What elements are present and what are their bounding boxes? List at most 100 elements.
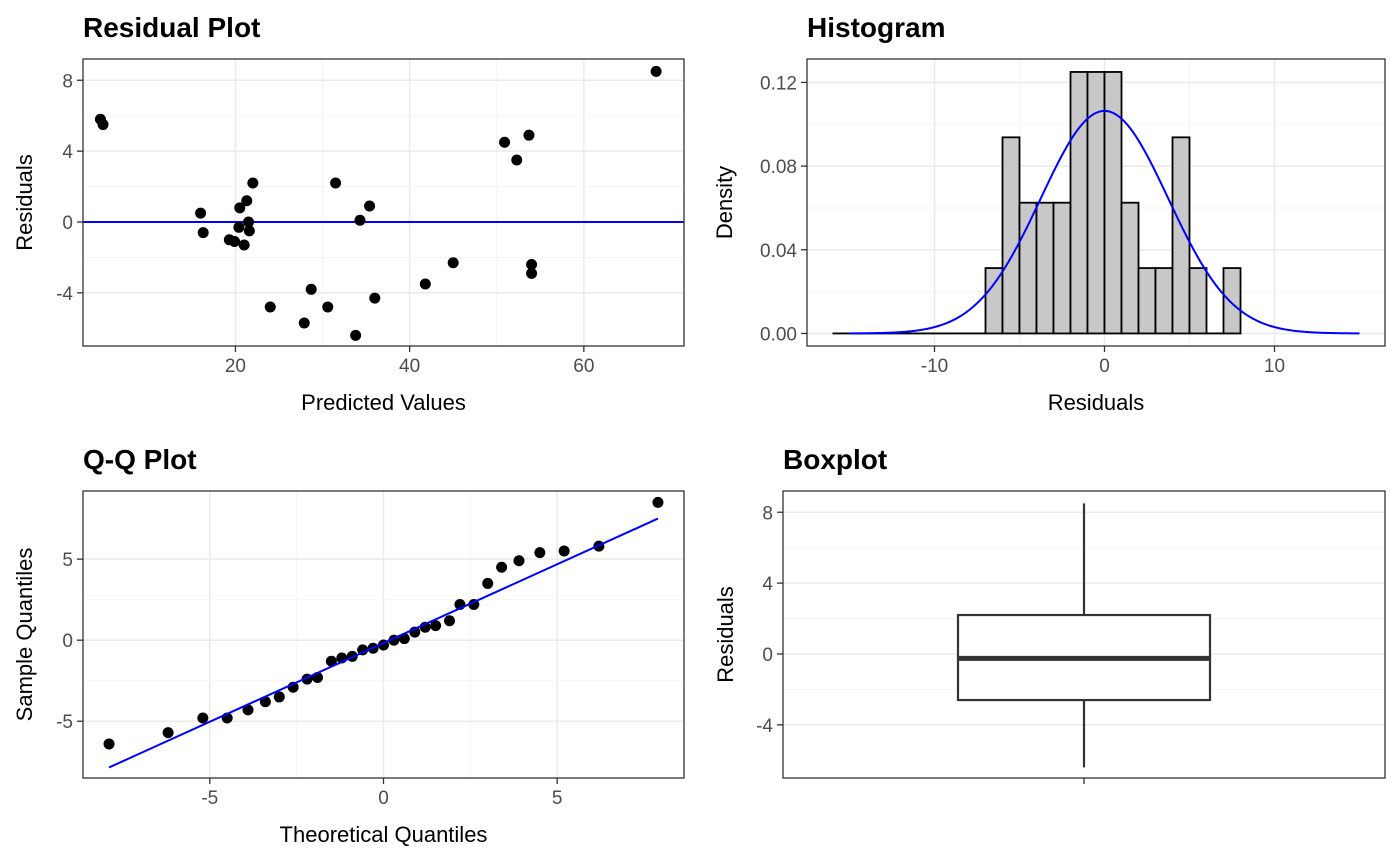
histogram-marks [832, 71, 1360, 335]
qq-plot-x-label: Theoretical Quantiles [280, 822, 488, 847]
residual-point [233, 221, 245, 233]
qq-point [273, 691, 285, 703]
qq-plot-y-label: Sample Quantiles [12, 548, 37, 722]
chart-2-y-tick-label: -5 [56, 712, 73, 733]
chart-0-x-tick-label: 40 [399, 356, 420, 377]
chart-0-x-tick-label: 60 [573, 356, 594, 377]
chart-1-x-tick-label: 10 [1264, 356, 1285, 377]
residual-point [526, 259, 538, 271]
qq-point [652, 496, 664, 508]
histogram-bar [1018, 201, 1038, 335]
residual-point [238, 239, 250, 251]
qq-point [162, 727, 174, 739]
qq-point [242, 704, 254, 716]
histogram-bar [1120, 201, 1140, 335]
residual-point [419, 278, 431, 290]
qq-point [444, 615, 456, 627]
residual-point [523, 129, 535, 141]
residual-point [511, 154, 523, 166]
normal-density-curve [849, 109, 1360, 335]
qq-plot-marks [103, 496, 664, 769]
residual-point [229, 235, 241, 247]
qq-point [482, 577, 494, 589]
histogram-bar [1188, 267, 1208, 335]
residual-point [195, 207, 207, 219]
chart-2-x-tick-label: 5 [552, 788, 563, 809]
qq-point [430, 620, 442, 632]
qq-point [259, 696, 271, 708]
histogram-bar [984, 267, 1004, 335]
residual-point [242, 216, 254, 228]
histogram-title: Histogram [807, 12, 945, 43]
chart-0-y-tick-label: -4 [56, 284, 73, 305]
chart-3-y-tick-label: 0 [762, 645, 773, 666]
qq-reference-line [108, 517, 659, 769]
histogram-bar [1035, 201, 1055, 335]
qq-point [558, 545, 570, 557]
chart-1-y-tick-label: 0.12 [760, 73, 797, 94]
residual-plot-x-label: Predicted Values [301, 390, 466, 415]
residual-plot-title: Residual Plot [83, 12, 260, 43]
chart-3-y-tick-label: -4 [756, 716, 773, 737]
residual-point [197, 227, 209, 239]
histogram-ticks: -10 0 10 0.00 0.04 0.08 0.12 [760, 73, 1285, 377]
qq-point [496, 561, 508, 573]
qq-point [197, 712, 209, 724]
histogram-x-label: Residuals [1048, 390, 1145, 415]
residual-point [322, 301, 334, 313]
residual-point [305, 283, 317, 295]
qq-point [513, 555, 525, 567]
residual-point [264, 301, 276, 313]
histogram-panel: Histogram -10 0 10 0.00 0.04 0.08 0.12 Residua… [712, 12, 1386, 415]
chart-2-y-tick-label: 5 [62, 550, 73, 571]
residual-point [650, 65, 662, 77]
residual-plot-y-label: Residuals [12, 154, 37, 251]
histogram-bar [1154, 267, 1174, 335]
chart-0-y-tick-label: 0 [62, 213, 73, 234]
residual-point [499, 136, 511, 148]
chart-2-y-tick-label: 0 [62, 631, 73, 652]
boxplot-panel: Boxplot -4 0 4 8 Residuals [713, 444, 1386, 784]
residual-point [364, 200, 376, 212]
residual-plot-frame [82, 58, 685, 347]
histogram-bar [1171, 136, 1191, 335]
residual-point [243, 225, 255, 237]
boxplot-marks [956, 503, 1212, 768]
chart-1-x-tick-label: 0 [1099, 356, 1110, 377]
chart-1-y-tick-label: 0.08 [760, 157, 797, 178]
histogram-bar [1001, 136, 1021, 335]
boxplot-y-label: Residuals [713, 586, 738, 683]
boxplot-title: Boxplot [783, 444, 887, 475]
chart-1-x-tick-label: -10 [921, 356, 948, 377]
chart-1-y-tick-label: 0.04 [760, 241, 797, 262]
residual-point [234, 202, 246, 214]
boxplot-ticks: -4 0 4 8 [756, 503, 1085, 784]
histogram-bar [1222, 267, 1242, 335]
residual-point [369, 292, 381, 304]
qq-plot-title: Q-Q Plot [83, 444, 197, 475]
chart-1-y-tick-label: 0.00 [760, 324, 797, 345]
residual-plot-panel: Residual Plot 20 40 60 -4 0 4 8 Predicted Valu… [12, 12, 685, 415]
chart-0-y-tick-label: 4 [62, 142, 73, 163]
qq-point [325, 655, 337, 667]
histogram-bar [1137, 267, 1157, 335]
qq-plot-grid [83, 491, 684, 778]
chart-0-y-tick-label: 8 [62, 71, 73, 92]
qq-plot-ticks: -5 0 5 -5 0 5 [56, 550, 562, 809]
residual-plot-marks [83, 65, 684, 341]
residual-plot-background [83, 59, 684, 346]
residual-point [241, 195, 253, 207]
chart-3-y-tick-label: 4 [762, 574, 773, 595]
chart-3-y-tick-label: 8 [762, 503, 773, 524]
histogram-y-label: Density [712, 166, 737, 239]
residual-plot-ticks: 20 40 60 -4 0 4 8 [56, 71, 594, 377]
residual-point [526, 267, 538, 279]
residual-point [350, 329, 362, 341]
histogram-bar [1052, 201, 1072, 335]
histogram-frame [806, 58, 1386, 347]
qq-point [534, 547, 546, 559]
residual-point [447, 257, 459, 269]
chart-2-x-tick-label: 0 [378, 788, 389, 809]
residual-point [354, 214, 366, 226]
